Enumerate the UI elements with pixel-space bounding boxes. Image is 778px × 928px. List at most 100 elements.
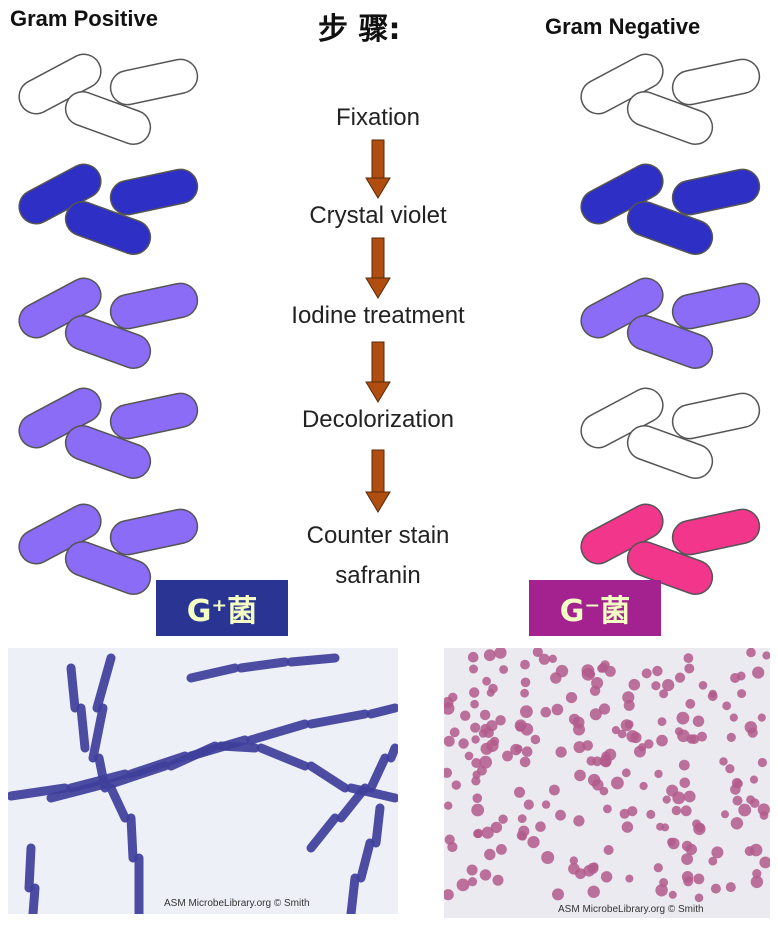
coccus bbox=[668, 890, 677, 899]
gram-negative-badge: G⁻菌 bbox=[529, 580, 661, 636]
coccus bbox=[698, 681, 708, 690]
coccus bbox=[538, 653, 550, 665]
coccus bbox=[444, 889, 454, 901]
coccus bbox=[460, 710, 471, 721]
coccus bbox=[456, 878, 470, 892]
coccus bbox=[736, 671, 746, 681]
coccus bbox=[662, 679, 675, 692]
coccus bbox=[708, 856, 718, 866]
coccus bbox=[530, 734, 541, 745]
coccus bbox=[499, 665, 508, 674]
coccus bbox=[490, 821, 503, 834]
coccus bbox=[749, 775, 759, 784]
gram-negative-cells-step-2 bbox=[580, 163, 761, 255]
coccus bbox=[471, 758, 482, 768]
coccus bbox=[680, 805, 692, 817]
coccus bbox=[752, 666, 765, 679]
bacillus bbox=[106, 761, 170, 789]
coccus bbox=[467, 877, 478, 887]
coccus bbox=[671, 805, 682, 816]
stain-diagram bbox=[18, 53, 761, 595]
coccus bbox=[521, 746, 533, 757]
bacterium-rod bbox=[671, 58, 761, 106]
coccus bbox=[471, 735, 480, 744]
coccus bbox=[479, 755, 492, 769]
coccus bbox=[659, 878, 669, 887]
gram-positive-micrograph: ASM MicrobeLibrary.org © Smith bbox=[8, 648, 398, 914]
coccus bbox=[592, 756, 603, 767]
coccus bbox=[707, 691, 718, 702]
coccus bbox=[519, 756, 531, 768]
coccus bbox=[738, 803, 752, 817]
coccus bbox=[719, 757, 728, 766]
bacillus bbox=[366, 753, 390, 793]
coccus bbox=[482, 676, 491, 686]
coccus bbox=[551, 703, 564, 716]
coccus bbox=[667, 837, 680, 850]
coccus bbox=[674, 672, 686, 683]
coccus bbox=[666, 784, 679, 797]
coccus bbox=[732, 795, 743, 806]
coccus bbox=[479, 869, 492, 881]
bacterium-rod bbox=[109, 508, 199, 556]
coccus bbox=[759, 856, 770, 869]
coccus bbox=[621, 821, 634, 833]
coccus bbox=[483, 649, 496, 662]
bacillus bbox=[166, 741, 220, 771]
coccus bbox=[726, 732, 736, 742]
coccus bbox=[502, 750, 513, 762]
gram-negative-credit: ASM MicrobeLibrary.org © Smith bbox=[558, 904, 704, 915]
bacillus bbox=[106, 783, 130, 823]
coccus bbox=[604, 665, 616, 677]
gram-negative-cells-step-5 bbox=[580, 503, 761, 595]
coccus bbox=[466, 864, 478, 876]
coccus bbox=[590, 862, 599, 871]
bacillus bbox=[24, 843, 36, 893]
gram-negative-micrograph: ASM MicrobeLibrary.org © Smith bbox=[444, 648, 770, 918]
coccus bbox=[486, 720, 498, 732]
step-fixation: Fixation bbox=[335, 104, 421, 131]
step-counter-stain: Counter stain bbox=[306, 522, 450, 549]
bacillus bbox=[66, 769, 130, 793]
coccus bbox=[659, 689, 669, 699]
coccus bbox=[520, 705, 533, 718]
coccus bbox=[520, 688, 529, 698]
coccus bbox=[527, 836, 540, 849]
coccus bbox=[750, 875, 764, 889]
bacillus bbox=[366, 703, 398, 719]
steps-title: 步 骤: bbox=[318, 12, 401, 47]
coccus bbox=[449, 727, 460, 738]
coccus bbox=[725, 764, 735, 774]
coccus bbox=[444, 735, 455, 747]
bacterium-rod bbox=[671, 508, 761, 556]
bacillus bbox=[306, 761, 350, 793]
coccus bbox=[603, 845, 614, 855]
coccus bbox=[684, 663, 695, 674]
coccus bbox=[473, 828, 484, 839]
coccus bbox=[458, 738, 469, 749]
bacillus bbox=[88, 703, 108, 763]
coccus bbox=[722, 701, 732, 711]
bacillus bbox=[336, 783, 370, 823]
coccus bbox=[541, 851, 555, 864]
coccus bbox=[479, 709, 491, 721]
coccus bbox=[469, 664, 478, 674]
coccus bbox=[683, 790, 696, 803]
coccus bbox=[617, 729, 627, 739]
coccus bbox=[710, 883, 721, 894]
coccus bbox=[555, 746, 567, 758]
coccus bbox=[569, 856, 578, 865]
coccus bbox=[444, 702, 455, 715]
coccus bbox=[656, 734, 668, 747]
bacillus bbox=[8, 783, 70, 801]
step-decolorization: Decolorization bbox=[301, 406, 455, 433]
coccus bbox=[611, 776, 624, 790]
gram-positive-cells-step-1 bbox=[18, 53, 199, 145]
gram-positive-cells-step-4 bbox=[18, 387, 199, 479]
coccus bbox=[495, 715, 506, 726]
coccus bbox=[685, 698, 696, 709]
bacillus bbox=[286, 653, 340, 667]
coccus bbox=[678, 759, 690, 771]
coccus bbox=[752, 869, 762, 879]
bacillus bbox=[76, 703, 90, 753]
